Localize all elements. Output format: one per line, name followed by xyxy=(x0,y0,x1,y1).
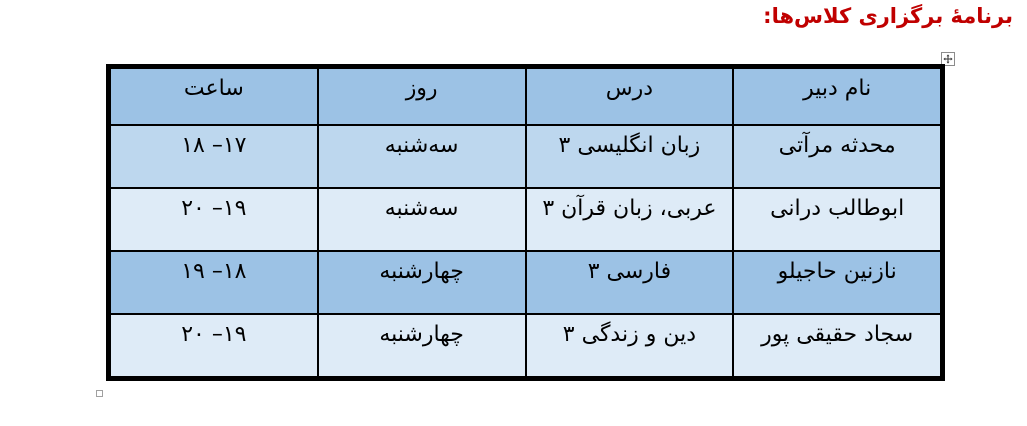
column-header-day[interactable]: روز xyxy=(316,65,527,126)
table-move-handle[interactable] xyxy=(941,52,955,66)
cell-course[interactable]: زبان انگلیسی ۳ xyxy=(524,124,735,189)
cell-teacher[interactable]: محدثه مرآتی xyxy=(732,124,944,189)
cell-time[interactable]: ۱۷– ۱۸ xyxy=(107,124,319,189)
cell-day[interactable]: چهارشنبه xyxy=(316,313,527,380)
cell-time[interactable]: ۱۹– ۲۰ xyxy=(107,313,319,380)
table-resize-handle-icon[interactable] xyxy=(96,390,103,397)
column-header-time[interactable]: ساعت xyxy=(107,65,319,126)
cell-time[interactable]: ۱۹– ۲۰ xyxy=(107,187,319,252)
cell-day[interactable]: سه‌شنبه xyxy=(316,124,527,189)
column-header-teacher[interactable]: نام دبیر xyxy=(732,65,944,126)
cell-teacher[interactable]: سجاد حقیقی پور xyxy=(732,313,944,380)
table-move-handle-icon xyxy=(943,54,953,64)
cell-day[interactable]: سه‌شنبه xyxy=(316,187,527,252)
table-header-row: نام دبیر درس روز ساعت xyxy=(107,65,944,126)
column-header-course[interactable]: درس xyxy=(524,65,735,126)
cell-course[interactable]: دین و زندگی ۳ xyxy=(524,313,735,380)
table-row: محدثه مرآتی زبان انگلیسی ۳ سه‌شنبه ۱۷– ۱… xyxy=(107,124,944,189)
cell-time[interactable]: ۱۸– ۱۹ xyxy=(107,250,319,315)
table-row: سجاد حقیقی پور دین و زندگی ۳ چهارشنبه ۱۹… xyxy=(107,313,944,380)
page-title[interactable]: برنامهٔ برگزاری کلاس‌ها: xyxy=(763,4,1013,28)
table-row: ابوطالب درانی عربی، زبان قرآن ۳ سه‌شنبه … xyxy=(107,187,944,252)
class-schedule-table: نام دبیر درس روز ساعت محدثه مرآتی زبان ا… xyxy=(106,64,945,381)
cell-course[interactable]: عربی، زبان قرآن ۳ xyxy=(524,187,735,252)
cell-teacher[interactable]: ابوطالب درانی xyxy=(732,187,944,252)
cell-course[interactable]: فارسی ۳ xyxy=(524,250,735,315)
table-row: نازنین حاجیلو فارسی ۳ چهارشنبه ۱۸– ۱۹ xyxy=(107,250,944,315)
cell-teacher[interactable]: نازنین حاجیلو xyxy=(732,250,944,315)
cell-day[interactable]: چهارشنبه xyxy=(316,250,527,315)
